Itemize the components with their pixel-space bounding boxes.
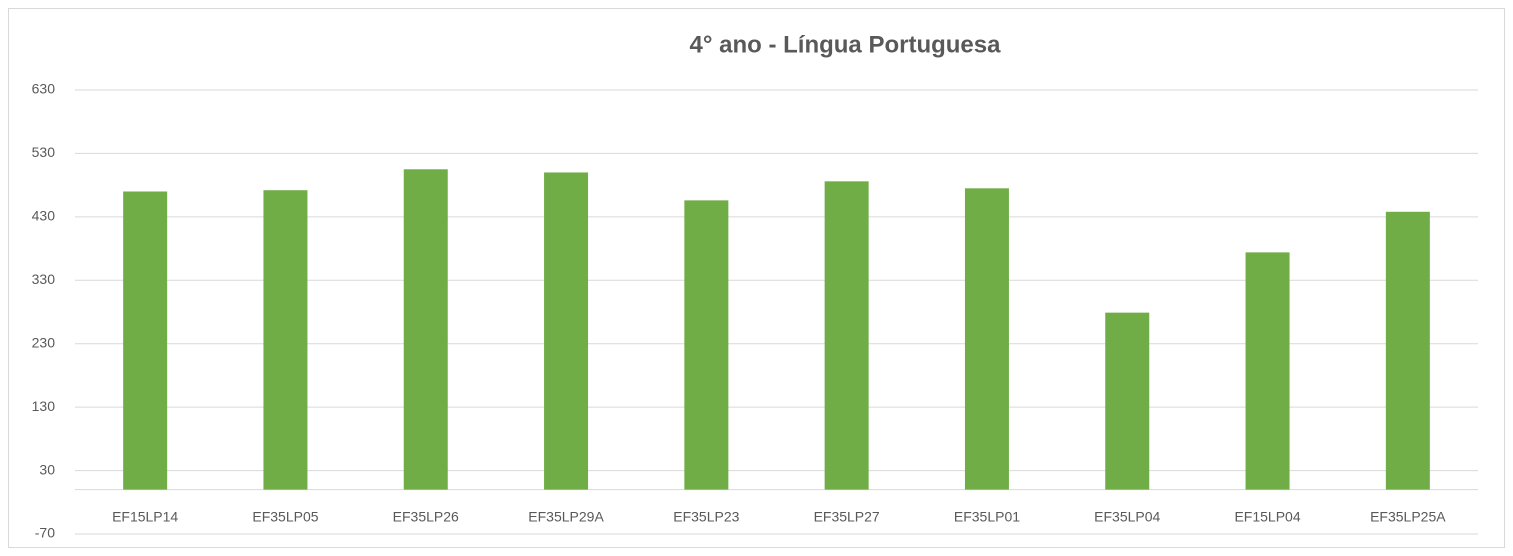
x-tick-label: EF35LP01 (954, 508, 1020, 524)
x-tick-label: EF35LP05 (252, 508, 318, 524)
bar (403, 169, 448, 490)
bar (1105, 312, 1150, 490)
y-tick-label: 630 (32, 81, 56, 97)
y-tick-label: 530 (32, 144, 56, 160)
x-tick-label: EF35LP23 (673, 508, 739, 524)
y-tick-label: 330 (32, 271, 56, 287)
bar (263, 190, 308, 490)
bar (1245, 252, 1290, 490)
x-tick-label: EF35LP29A (528, 508, 604, 524)
x-tick-label: EF15LP04 (1234, 508, 1300, 524)
x-tick-label: EF15LP14 (112, 508, 178, 524)
bar (1385, 211, 1430, 490)
x-tick-label: EF35LP27 (814, 508, 880, 524)
x-tick-label: EF35LP26 (393, 508, 459, 524)
y-tick-label: 230 (32, 334, 56, 350)
y-tick-label: -70 (35, 525, 55, 541)
y-tick-label: 30 (39, 461, 55, 477)
bar (964, 188, 1009, 490)
x-tick-label: EF35LP25A (1370, 508, 1446, 524)
bar (123, 191, 168, 490)
y-tick-label: 430 (32, 208, 56, 224)
x-tick-label: EF35LP04 (1094, 508, 1160, 524)
chart-title: 4° ano - Língua Portuguesa (690, 31, 1002, 58)
bar (684, 200, 729, 490)
bar (824, 181, 869, 490)
y-tick-label: 130 (32, 398, 56, 414)
bar (544, 172, 589, 490)
